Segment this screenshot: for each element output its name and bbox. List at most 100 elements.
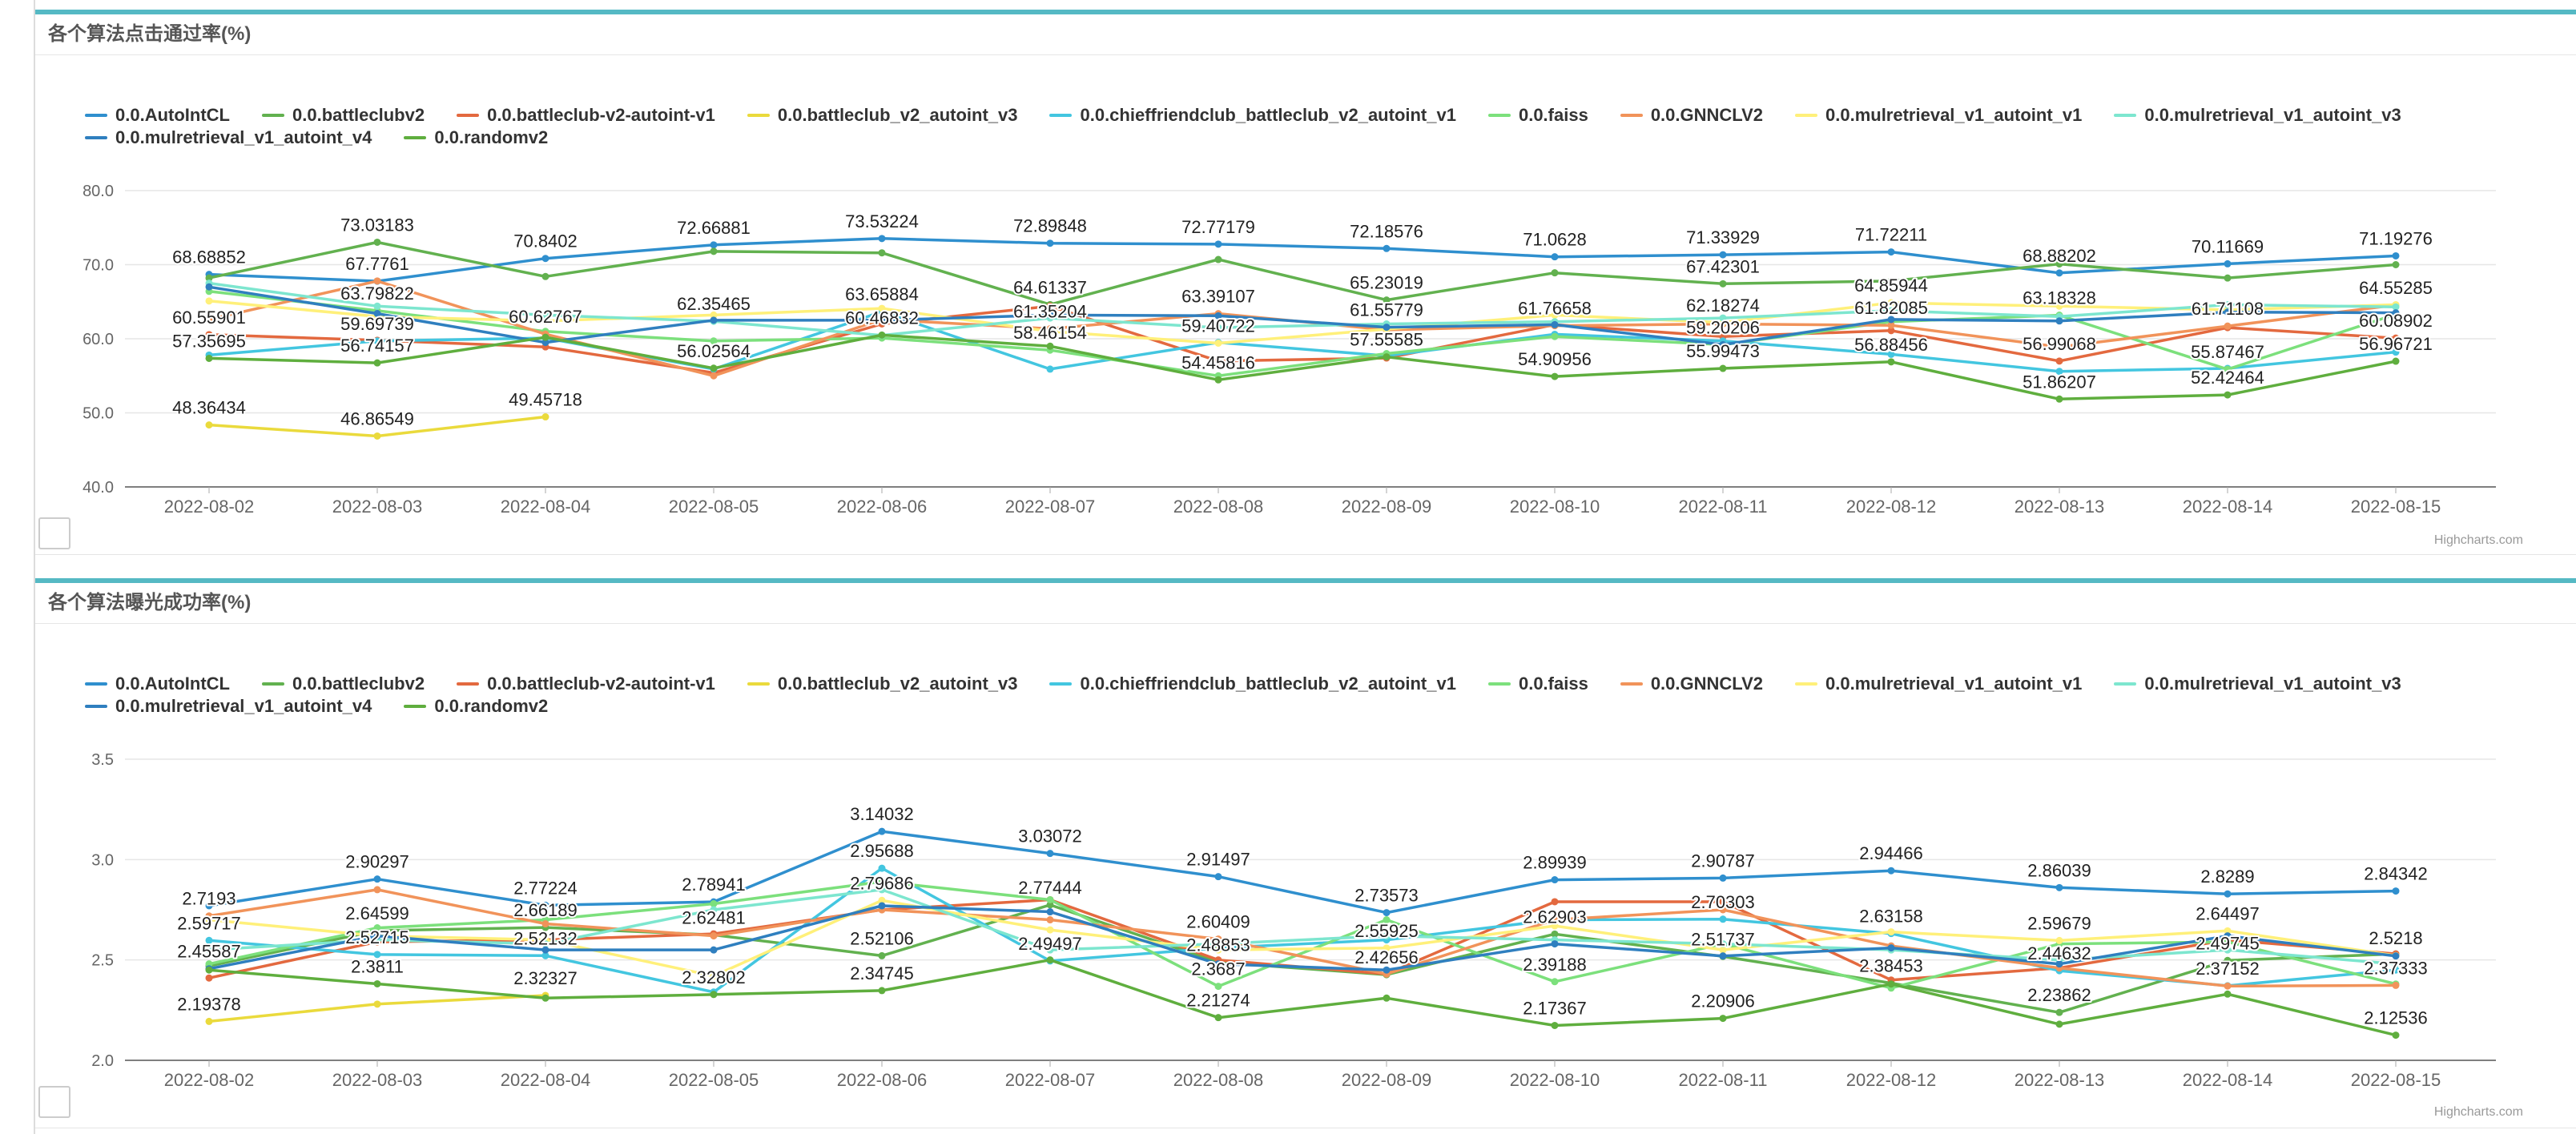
data-point[interactable] xyxy=(1383,353,1391,361)
series-line[interactable] xyxy=(207,888,2397,988)
data-point[interactable] xyxy=(710,364,718,372)
legend-item[interactable]: 0.0.mulretrieval_v1_autoint_v1 xyxy=(1795,104,2082,127)
data-point[interactable] xyxy=(878,886,886,894)
data-point[interactable] xyxy=(373,302,381,310)
data-point[interactable] xyxy=(878,864,886,872)
data-point[interactable] xyxy=(541,413,549,421)
legend-item[interactable]: 0.0.randomv2 xyxy=(404,695,548,718)
data-point[interactable] xyxy=(541,901,549,909)
data-point[interactable] xyxy=(1719,874,1727,882)
data-point[interactable] xyxy=(373,932,381,940)
data-point[interactable] xyxy=(1719,952,1727,960)
data-point[interactable] xyxy=(1214,376,1222,384)
data-point[interactable] xyxy=(2392,303,2400,311)
data-point[interactable] xyxy=(373,277,381,285)
data-point[interactable] xyxy=(1887,358,1895,366)
data-point[interactable] xyxy=(1551,372,1559,380)
legend-item[interactable]: 0.0.AutoIntCL xyxy=(85,673,230,695)
data-point[interactable] xyxy=(1383,324,1391,332)
data-point[interactable] xyxy=(1383,916,1391,924)
data-point[interactable] xyxy=(878,878,886,886)
data-point[interactable] xyxy=(1046,311,1054,319)
data-point[interactable] xyxy=(878,827,886,835)
data-point[interactable] xyxy=(878,316,886,324)
data-point[interactable] xyxy=(2055,1020,2063,1028)
data-point[interactable] xyxy=(878,304,886,312)
series-line[interactable] xyxy=(207,281,2397,337)
legend-item[interactable]: 0.0.chieffriendclub_battleclub_v2_autoin… xyxy=(1049,104,1456,127)
data-point[interactable] xyxy=(541,272,549,280)
data-point[interactable] xyxy=(541,339,549,347)
data-point[interactable] xyxy=(541,317,549,325)
legend-item[interactable]: 0.0.battleclub_v2_autoint_v3 xyxy=(747,104,1017,127)
data-point[interactable] xyxy=(1046,908,1054,916)
series-group[interactable] xyxy=(205,878,2400,992)
data-point[interactable] xyxy=(2224,938,2232,946)
series-line[interactable] xyxy=(207,903,2397,1014)
legend-item[interactable]: 0.0.mulretrieval_v1_autoint_v4 xyxy=(85,127,372,149)
data-point[interactable] xyxy=(1551,876,1559,884)
series-line[interactable] xyxy=(207,285,2397,347)
data-point[interactable] xyxy=(2055,960,2063,968)
data-point[interactable] xyxy=(1551,320,1559,328)
data-point[interactable] xyxy=(1551,922,1559,930)
data-point[interactable] xyxy=(878,902,886,910)
data-point[interactable] xyxy=(878,249,886,257)
series-line[interactable] xyxy=(207,240,2397,307)
series-group[interactable] xyxy=(205,413,549,440)
data-point[interactable] xyxy=(1046,946,1054,954)
data-point[interactable] xyxy=(541,311,549,319)
data-point[interactable] xyxy=(205,283,213,291)
highcharts-credit[interactable]: Highcharts.com xyxy=(2433,533,2523,547)
data-point[interactable] xyxy=(541,940,549,948)
data-point[interactable] xyxy=(1719,314,1727,322)
data-point[interactable] xyxy=(1887,350,1895,358)
data-point[interactable] xyxy=(541,333,549,341)
series-group[interactable] xyxy=(205,956,2400,1040)
data-point[interactable] xyxy=(1046,895,1054,903)
data-point[interactable] xyxy=(2224,890,2232,898)
series-line[interactable] xyxy=(207,958,2397,1037)
data-point[interactable] xyxy=(878,235,886,243)
data-point[interactable] xyxy=(205,274,213,282)
data-point[interactable] xyxy=(1887,327,1895,335)
series-group[interactable] xyxy=(205,283,2400,348)
data-point[interactable] xyxy=(1551,1021,1559,1029)
data-point[interactable] xyxy=(2224,982,2232,990)
data-point[interactable] xyxy=(878,951,886,959)
chart-toggle-checkbox[interactable] xyxy=(38,517,70,549)
data-point[interactable] xyxy=(2224,322,2232,330)
data-point[interactable] xyxy=(1551,269,1559,277)
series-group[interactable] xyxy=(205,827,2400,917)
data-point[interactable] xyxy=(1887,307,1895,315)
legend-item[interactable]: 0.0.battleclub_v2_autoint_v3 xyxy=(747,673,1017,695)
data-point[interactable] xyxy=(1046,342,1054,350)
data-point[interactable] xyxy=(2055,368,2063,376)
data-point[interactable] xyxy=(373,337,381,345)
data-point[interactable] xyxy=(1383,244,1391,252)
data-point[interactable] xyxy=(1719,940,1727,948)
data-point[interactable] xyxy=(541,920,549,928)
legend-item[interactable]: 0.0.battleclubv2 xyxy=(262,104,425,127)
series-line[interactable] xyxy=(207,904,2397,971)
data-point[interactable] xyxy=(205,316,213,324)
series-line[interactable] xyxy=(207,304,2397,375)
series-line[interactable] xyxy=(207,899,2397,978)
legend-item[interactable]: 0.0.battleclubv2 xyxy=(262,673,425,695)
data-point[interactable] xyxy=(2392,357,2400,365)
data-point[interactable] xyxy=(2224,927,2232,935)
data-point[interactable] xyxy=(710,991,718,999)
data-point[interactable] xyxy=(205,966,213,974)
data-point[interactable] xyxy=(373,924,381,932)
data-point[interactable] xyxy=(1046,239,1054,247)
data-point[interactable] xyxy=(2055,395,2063,403)
legend-item[interactable]: 0.0.chieffriendclub_battleclub_v2_autoin… xyxy=(1049,673,1456,695)
data-point[interactable] xyxy=(1719,340,1727,348)
data-point[interactable] xyxy=(205,1017,213,1025)
data-point[interactable] xyxy=(1551,978,1559,986)
data-point[interactable] xyxy=(1383,966,1391,974)
data-point[interactable] xyxy=(1214,873,1222,881)
data-point[interactable] xyxy=(205,297,213,305)
series-line[interactable] xyxy=(207,333,2397,401)
data-point[interactable] xyxy=(2392,334,2400,342)
